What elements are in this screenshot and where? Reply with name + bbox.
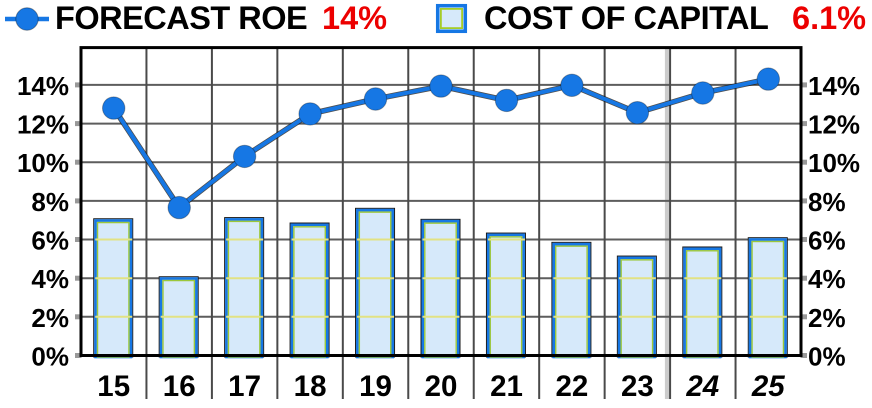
svg-text:14%: 14% [17, 71, 69, 101]
svg-text:14%: 14% [808, 71, 860, 101]
svg-text:COST OF CAPITAL: COST OF CAPITAL [484, 0, 768, 36]
svg-text:4%: 4% [31, 264, 69, 294]
svg-text:6%: 6% [808, 226, 846, 256]
svg-text:19: 19 [359, 370, 392, 403]
svg-text:16: 16 [163, 370, 196, 403]
svg-text:10%: 10% [17, 148, 69, 178]
svg-text:15: 15 [97, 370, 130, 403]
svg-text:12%: 12% [808, 110, 860, 140]
svg-text:23: 23 [621, 370, 654, 403]
svg-text:24: 24 [685, 370, 719, 403]
svg-text:8%: 8% [808, 187, 846, 217]
svg-text:6%: 6% [31, 226, 69, 256]
svg-text:25: 25 [751, 370, 785, 403]
svg-text:18: 18 [294, 370, 327, 403]
svg-text:2%: 2% [808, 303, 846, 333]
svg-text:0%: 0% [31, 342, 69, 372]
svg-text:8%: 8% [31, 187, 69, 217]
svg-text:6.1%: 6.1% [792, 0, 866, 36]
svg-text:4%: 4% [808, 264, 846, 294]
svg-text:22: 22 [555, 370, 588, 403]
svg-text:FORECAST ROE: FORECAST ROE [55, 0, 307, 36]
svg-text:17: 17 [228, 370, 261, 403]
svg-text:2%: 2% [31, 303, 69, 333]
svg-text:0%: 0% [808, 342, 846, 372]
svg-text:14%: 14% [322, 0, 387, 36]
svg-text:12%: 12% [17, 110, 69, 140]
svg-text:10%: 10% [808, 148, 860, 178]
svg-text:20: 20 [425, 370, 458, 403]
svg-text:21: 21 [490, 370, 523, 403]
